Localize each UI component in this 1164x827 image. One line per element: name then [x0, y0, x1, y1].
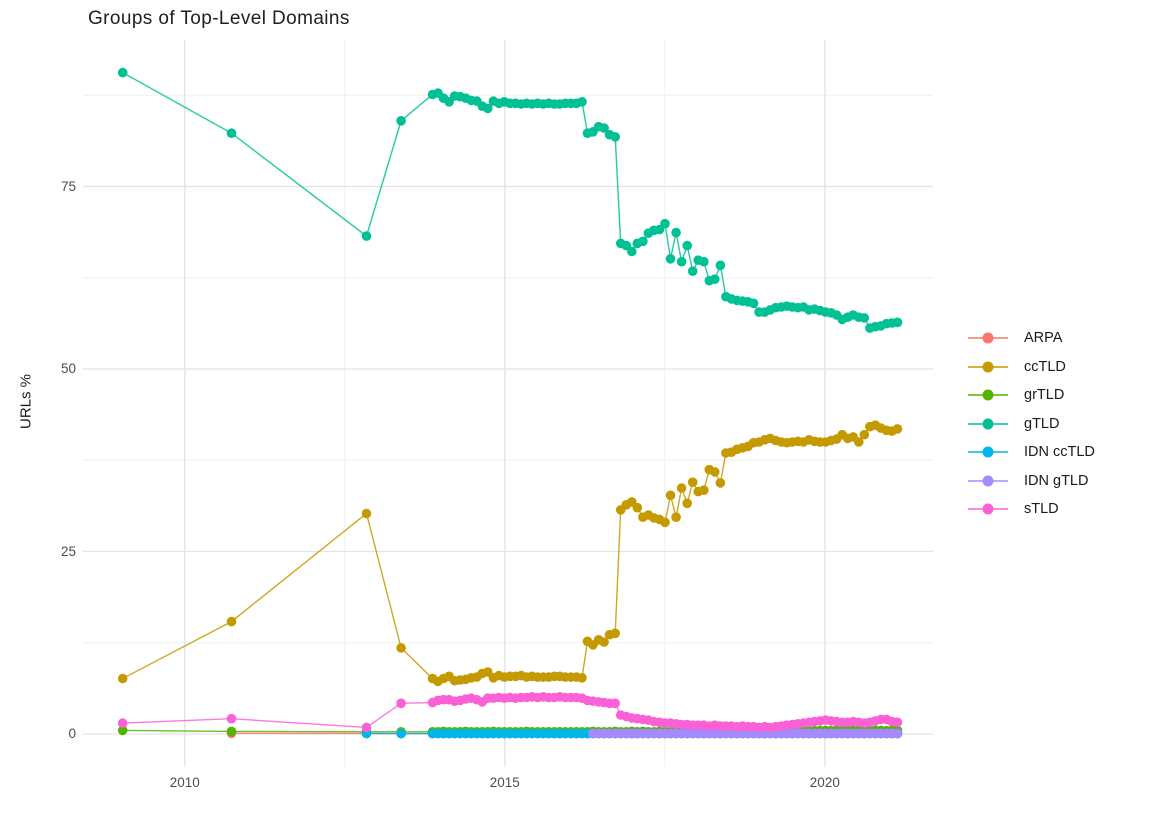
- data-point-gtld: [483, 103, 493, 114]
- x-tick-label: 2015: [489, 775, 520, 790]
- data-point-stld: [610, 698, 620, 709]
- data-point-gtld: [715, 260, 726, 271]
- legend-dot: [982, 446, 994, 458]
- data-point-cctld: [226, 616, 237, 627]
- data-point-grtld: [226, 726, 237, 737]
- legend-item-cctld: ccTLD: [966, 353, 1095, 382]
- series-line-gtld: [122, 71, 898, 329]
- legend-item-idn-cctld: IDN ccTLD: [966, 438, 1095, 467]
- legend-key-icon: [966, 389, 1010, 402]
- legend-key-icon: [966, 446, 1010, 459]
- legend-item-gtld: gTLD: [966, 410, 1095, 439]
- data-point-cctld: [396, 643, 406, 653]
- data-point-cctld: [859, 429, 870, 440]
- legend-item-idn-gtld: IDN gTLD: [966, 467, 1095, 496]
- data-point-cctld: [599, 637, 609, 647]
- legend-key-icon: [966, 503, 1010, 516]
- data-point-gtld: [682, 240, 692, 251]
- y-tick-label: 0: [68, 726, 76, 741]
- data-point-gtld: [610, 132, 620, 142]
- data-point-gtld: [396, 116, 406, 126]
- legend-label: IDN gTLD: [1024, 472, 1089, 489]
- data-point-cctld: [577, 673, 587, 683]
- data-point-stld: [361, 722, 372, 733]
- data-point-stld: [396, 698, 406, 709]
- data-point-cctld: [715, 478, 726, 488]
- legend-key-icon: [966, 474, 1010, 487]
- y-tick-label: 75: [60, 178, 76, 194]
- legend-key-icon: [966, 417, 1010, 430]
- data-point-cctld: [682, 498, 692, 509]
- data-point-cctld: [665, 490, 676, 501]
- data-point-cctld: [610, 628, 620, 639]
- data-point-gtld: [671, 227, 681, 238]
- legend-dot: [982, 389, 994, 401]
- data-point-gtld: [859, 313, 870, 323]
- data-point-gtld: [892, 317, 903, 328]
- data-point-gtld: [699, 256, 709, 267]
- data-point-cctld: [854, 437, 864, 447]
- chart-title: Groups of Top-Level Domains: [88, 8, 350, 29]
- y-tick-label: 50: [60, 361, 76, 376]
- legend-label: IDN ccTLD: [1024, 444, 1095, 461]
- data-point-gtld: [748, 298, 759, 309]
- data-point-gtld: [627, 246, 637, 257]
- legend-dot: [982, 418, 994, 430]
- legend-key-icon: [966, 360, 1010, 373]
- legend-label: sTLD: [1024, 501, 1059, 518]
- x-tick-label: 2020: [809, 775, 840, 790]
- data-point-gtld: [361, 231, 372, 241]
- data-point-grtld: [117, 725, 128, 736]
- legend-label: ccTLD: [1024, 358, 1066, 375]
- data-point-idn-cctld: [396, 728, 406, 739]
- data-point-gtld: [710, 274, 720, 285]
- data-point-gtld: [638, 236, 648, 247]
- data-point-gtld: [687, 266, 698, 277]
- data-point-gtld: [117, 67, 128, 78]
- data-point-cctld: [710, 467, 720, 477]
- y-tick-label: 25: [60, 543, 76, 559]
- data-point-gtld: [226, 128, 237, 138]
- data-point-cctld: [699, 485, 709, 496]
- data-point-gtld: [660, 218, 670, 229]
- data-point-cctld: [676, 483, 687, 493]
- data-point-gtld: [676, 256, 687, 267]
- data-point-idn-gtld: [892, 728, 903, 739]
- data-point-stld: [117, 718, 128, 728]
- legend-label: gTLD: [1024, 415, 1060, 432]
- data-point-gtld: [665, 253, 676, 264]
- legend-dot: [982, 503, 994, 515]
- legend-item-arpa: ARPA: [966, 324, 1095, 353]
- data-point-cctld: [892, 424, 903, 434]
- x-tick-label: 2010: [169, 775, 200, 790]
- legend-item-stld: sTLD: [966, 495, 1095, 524]
- data-point-cctld: [361, 508, 372, 519]
- data-point-gtld: [577, 97, 587, 107]
- data-point-cctld: [660, 517, 670, 528]
- data-point-cctld: [671, 512, 681, 522]
- data-point-cctld: [632, 502, 643, 513]
- data-point-cctld: [117, 673, 128, 684]
- legend-dot: [982, 332, 994, 344]
- legend-item-grtld: grTLD: [966, 381, 1095, 410]
- legend-dot: [982, 475, 994, 487]
- legend-label: grTLD: [1024, 387, 1065, 404]
- legend-label: ARPA: [1024, 330, 1063, 347]
- data-point-stld: [892, 717, 903, 728]
- legend: ARPA ccTLD grTLD gTLD IDN ccTLD IDN gTLD sTLD: [966, 324, 1095, 524]
- legend-dot: [982, 361, 994, 373]
- legend-key-icon: [966, 332, 1010, 345]
- data-point-cctld: [687, 477, 698, 488]
- data-point-stld: [226, 713, 237, 724]
- data-point-gtld: [599, 123, 609, 133]
